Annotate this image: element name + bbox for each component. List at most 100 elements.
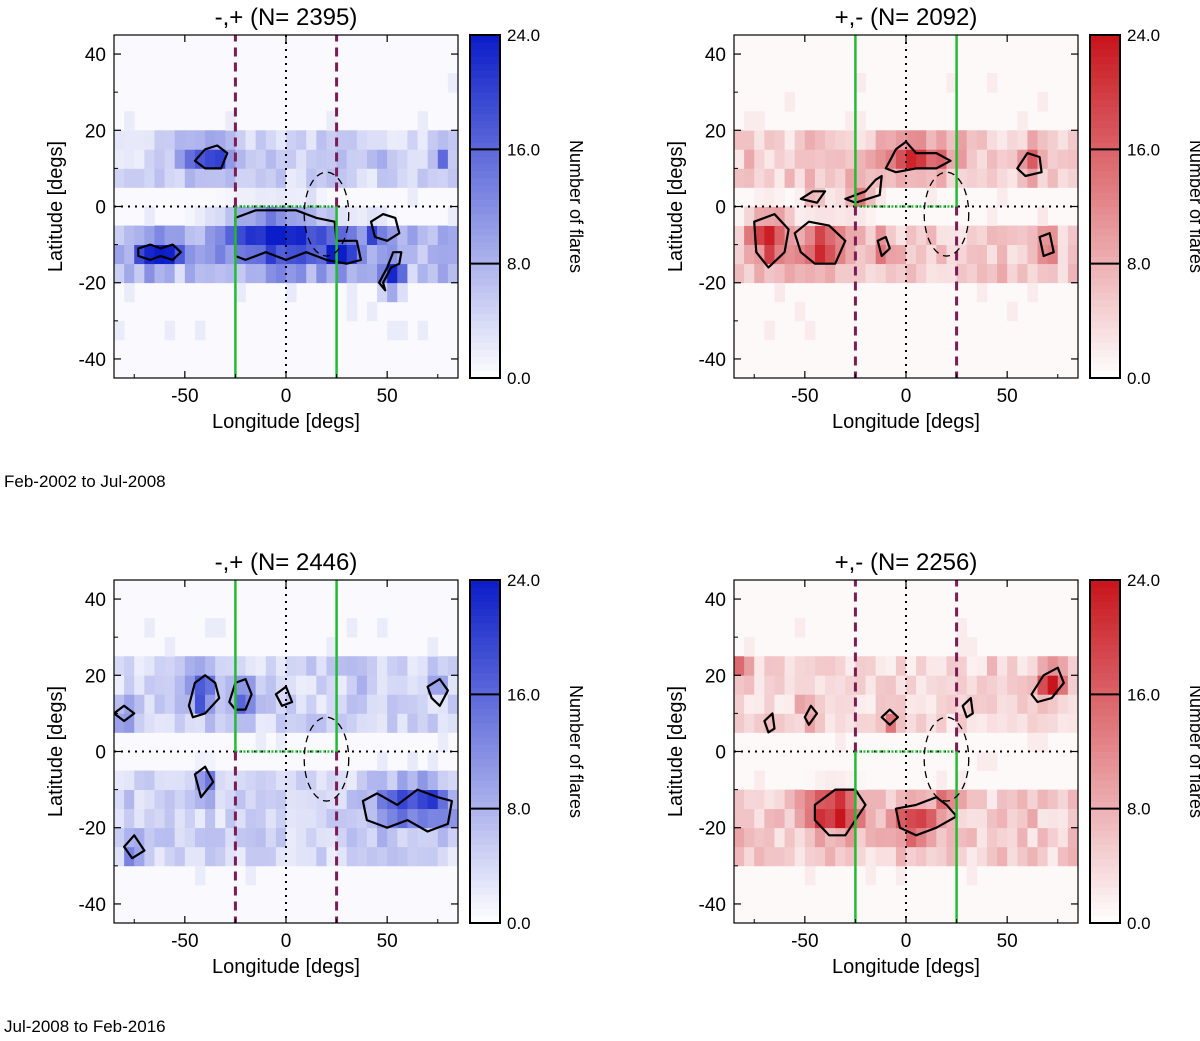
- heatmap-cell: [936, 244, 947, 265]
- heatmap-cell: [734, 130, 745, 150]
- colorbar-segment: [470, 630, 500, 638]
- heatmap-cell: [845, 770, 856, 791]
- heatmap-cell: [316, 846, 327, 867]
- colorbar-segment: [1090, 292, 1120, 300]
- colorbar-segment: [470, 113, 500, 122]
- colorbar-segment: [1090, 335, 1120, 343]
- heatmap-cell: [855, 73, 866, 93]
- heatmap-cell: [976, 263, 988, 284]
- heatmap-cell: [346, 656, 358, 676]
- heatmap-cell: [387, 225, 398, 246]
- heatmap-cell: [164, 149, 176, 169]
- heatmap-cell: [437, 263, 449, 284]
- heatmap-cell: [306, 694, 317, 714]
- heatmap-cell: [265, 846, 277, 867]
- heatmap-cell: [784, 675, 796, 695]
- heatmap-cell: [275, 808, 287, 829]
- colorbar-segment: [470, 815, 500, 824]
- x-tick-label: 50: [377, 386, 398, 407]
- heatmap-cell: [804, 130, 816, 150]
- heatmap-cell: [784, 808, 796, 829]
- heatmap-cell: [194, 789, 206, 810]
- heatmap-cell: [265, 225, 277, 246]
- heatmap-cell: [764, 827, 775, 848]
- heatmap-cell: [734, 827, 745, 848]
- heatmap-cell: [235, 130, 246, 150]
- colorbar-segment: [470, 851, 500, 860]
- heatmap-cell: [936, 827, 947, 848]
- heatmap-cell: [184, 149, 196, 169]
- heatmap-cell: [956, 149, 968, 169]
- heatmap-cell: [235, 846, 246, 867]
- heatmap-cell: [936, 694, 947, 714]
- heatmap-cell: [936, 149, 947, 169]
- heatmap-cell: [184, 206, 196, 226]
- heatmap-cell: [1027, 225, 1038, 246]
- colorbar-segment: [470, 680, 500, 688]
- heatmap-cell: [855, 111, 866, 131]
- colorbar-segment: [470, 142, 500, 150]
- heatmap-cell: [184, 130, 196, 150]
- heatmap-cell: [885, 846, 897, 867]
- heatmap-cell: [164, 225, 176, 246]
- colorbar-segment: [1090, 313, 1120, 322]
- heatmap-cell: [1047, 808, 1059, 829]
- colorbar-segment: [470, 758, 500, 767]
- colorbar-segment: [470, 587, 500, 595]
- heatmap-cell: [1057, 168, 1069, 188]
- heatmap-cell: [427, 808, 439, 829]
- heatmap-cell: [865, 168, 877, 188]
- heatmap-cell: [906, 130, 917, 150]
- heatmap-cell: [1027, 827, 1038, 848]
- heatmap-cell: [804, 263, 816, 284]
- heatmap-cell: [814, 263, 826, 284]
- heatmap-cell: [427, 244, 439, 265]
- heatmap-cell: [205, 846, 216, 867]
- colorbar-segment: [1090, 49, 1120, 57]
- heatmap-cell: [794, 656, 806, 676]
- colorbar-segment: [1090, 694, 1120, 702]
- heatmap-cell: [997, 168, 1008, 188]
- heatmap-cell: [906, 225, 917, 246]
- x-axis-label: Longitude [degs]: [212, 411, 360, 433]
- heatmap-cell: [784, 244, 796, 265]
- heatmap-cell: [225, 130, 236, 150]
- heatmap-cell: [1007, 789, 1018, 810]
- heatmap-cell: [346, 846, 358, 867]
- heatmap-cell: [1037, 789, 1049, 810]
- heatmap-cell: [895, 130, 907, 150]
- heatmap-cell: [916, 694, 927, 714]
- heatmap-cell: [875, 656, 887, 676]
- heatmap-cell: [154, 675, 165, 695]
- heatmap-cell: [794, 694, 806, 714]
- heatmap-cell: [265, 694, 277, 714]
- heatmap-cell: [1007, 808, 1018, 829]
- colorbar-segment: [1090, 149, 1120, 157]
- heatmap-cell: [997, 263, 1008, 284]
- heatmap-cell: [306, 263, 317, 284]
- heatmap-cell: [326, 111, 337, 131]
- heatmap-cell: [774, 206, 785, 226]
- colorbar-segment: [470, 801, 500, 810]
- heatmap-cell: [986, 130, 998, 150]
- heatmap-cell: [326, 789, 337, 810]
- heatmap-cell: [986, 244, 998, 265]
- heatmap-cell: [1057, 789, 1069, 810]
- colorbar-segment: [1090, 249, 1120, 258]
- heatmap-cell: [144, 789, 155, 810]
- heatmap-cell: [916, 168, 927, 188]
- heatmap-cell: [134, 713, 145, 733]
- colorbar-segment: [1090, 320, 1120, 329]
- heatmap-cell: [976, 130, 988, 150]
- heatmap-cell: [447, 244, 458, 265]
- heatmap-cell: [387, 846, 398, 867]
- heatmap-cell: [346, 789, 358, 810]
- heatmap-cell: [366, 808, 378, 829]
- heatmap-cell: [936, 130, 947, 150]
- heatmap-cell: [1067, 225, 1078, 246]
- heatmap-cell: [164, 694, 176, 714]
- heatmap-cell: [316, 225, 327, 246]
- heatmap-cell: [926, 149, 937, 169]
- heatmap-cell: [835, 808, 846, 829]
- heatmap-cell: [447, 713, 458, 733]
